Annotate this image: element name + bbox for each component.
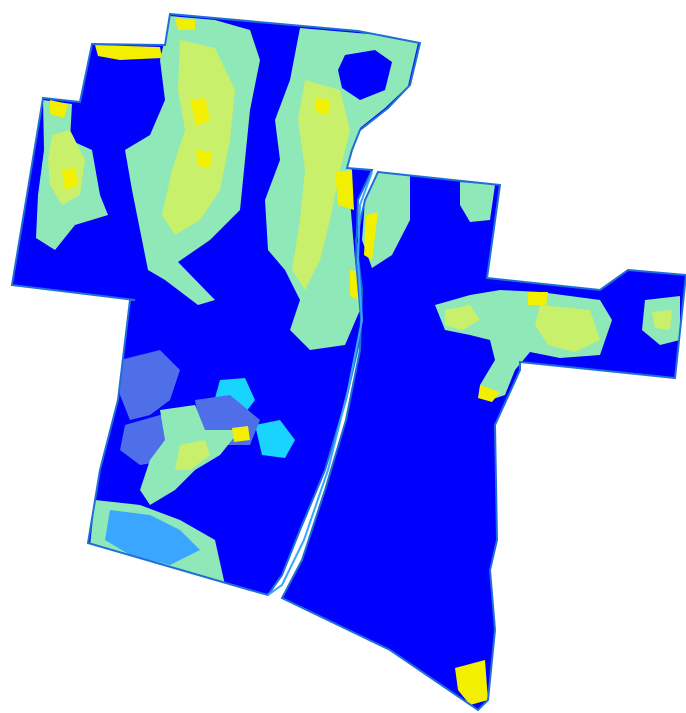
yield-zone-high [48,130,85,205]
yield-zone-very-high [62,168,78,190]
yield-zone-very-high [364,212,378,260]
yield-zone-very-high [455,660,488,705]
yield-zone-very-high [478,385,500,402]
yield-zone-cyan [255,420,295,458]
yield-zone-very-high [196,150,212,168]
yield-zone-very-high [335,170,354,210]
yield-zone-low [338,50,392,100]
yield-zone-very-high [50,100,68,118]
west-field-outline [10,12,422,597]
yield-zone-high [652,310,672,330]
yield-zone-medium [460,182,495,222]
yield-zone-very-high [315,98,330,115]
yield-zone-high [162,40,235,235]
yield-zone-high [445,305,480,330]
west-field [10,12,422,597]
field-divider-road [267,171,373,596]
east-field-outline [280,170,686,712]
yield-zone-cyan [120,350,180,420]
yield-zone-high [292,80,350,290]
yield-zone-very-high [232,426,250,442]
yield-zone-very-high [175,18,195,30]
yield-zone-very-high [528,292,548,305]
yield-zone-high [535,305,600,352]
yield-zone-very-high [190,98,210,126]
yield-zone-high [175,440,210,470]
yield-zone-cyan [105,510,200,565]
yield-zone-very-high [95,45,162,60]
east-field [280,170,686,712]
